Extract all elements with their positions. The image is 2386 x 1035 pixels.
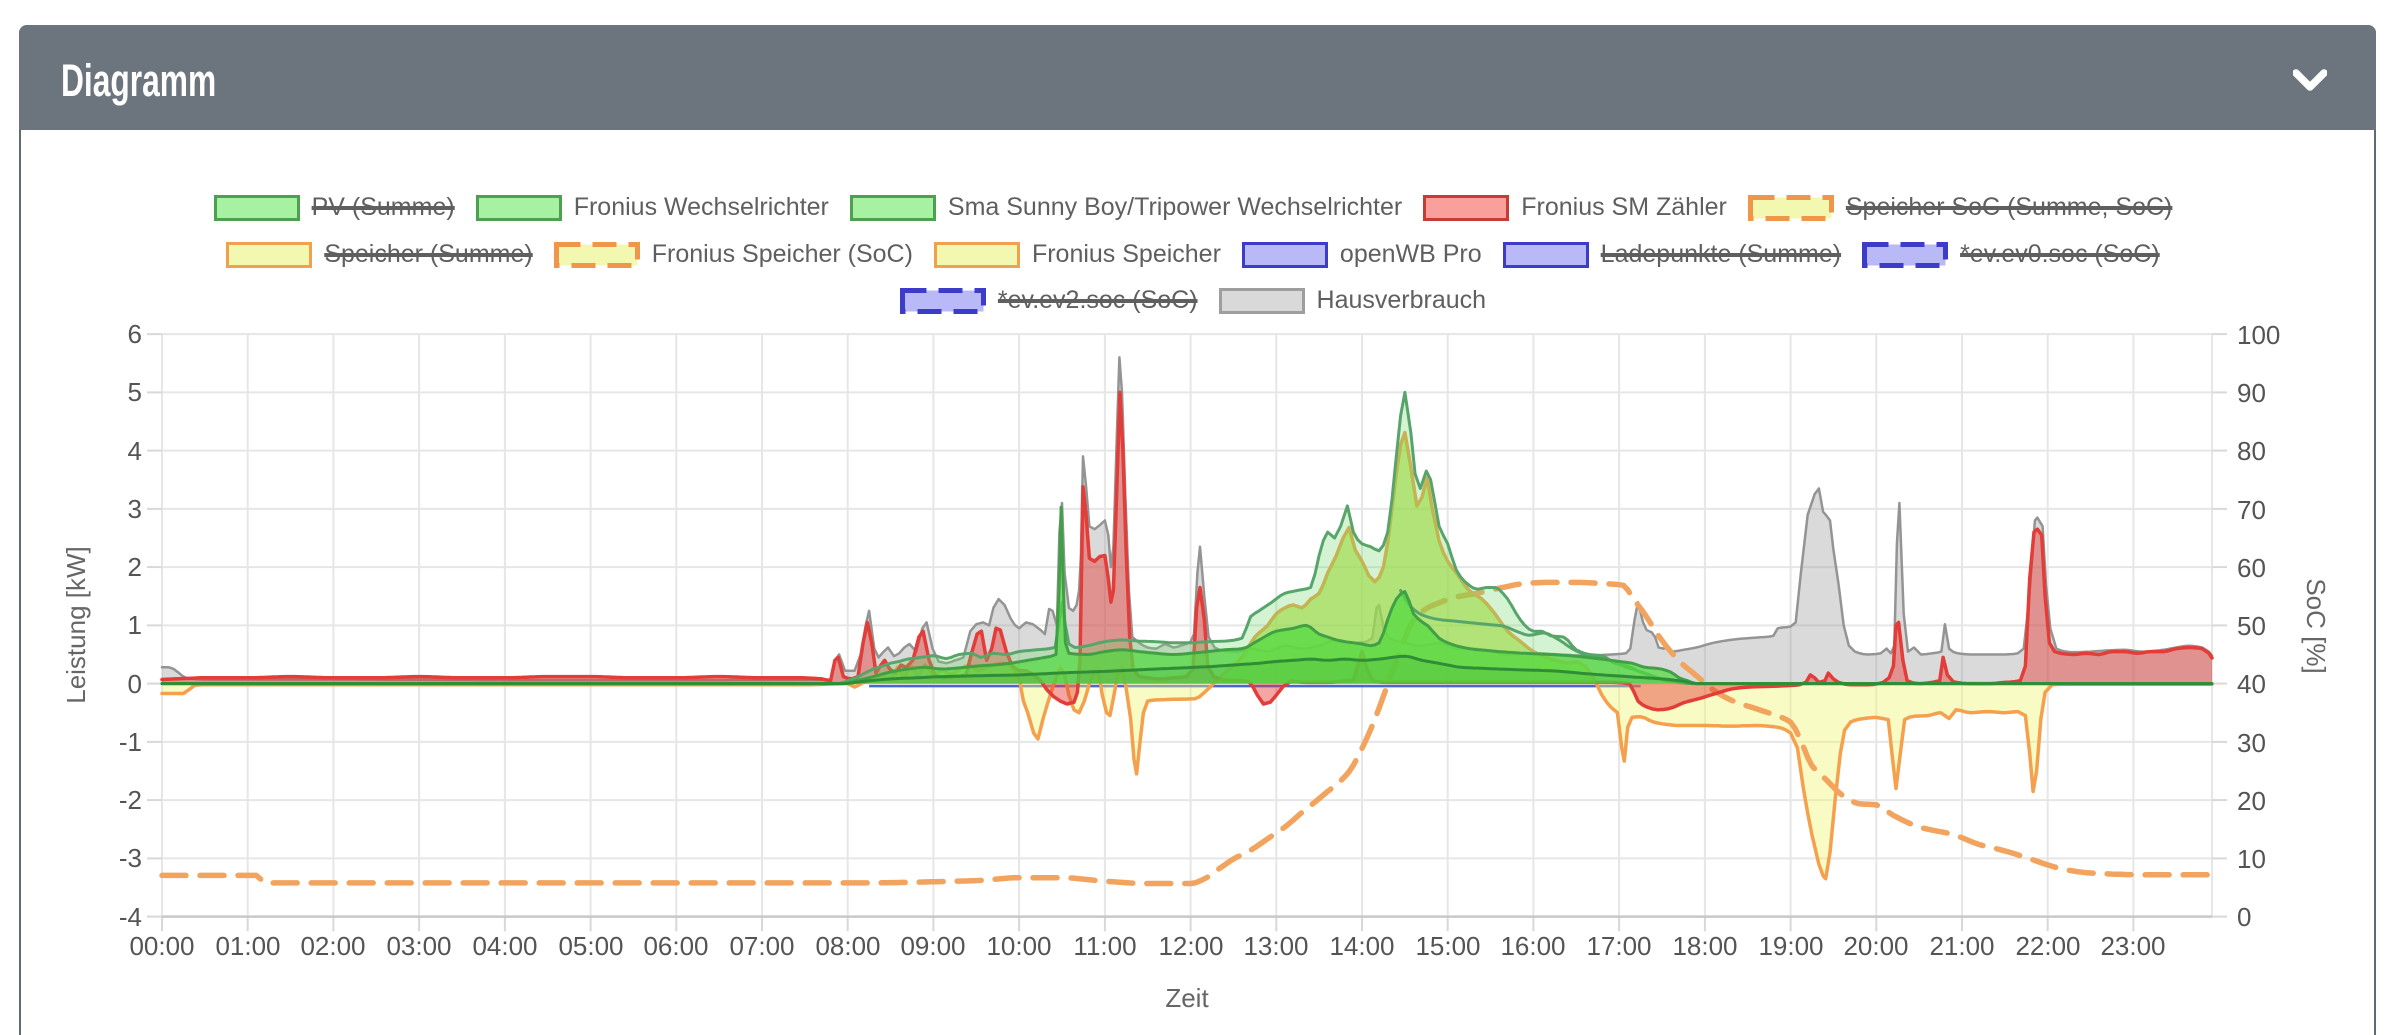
svg-text:09:00: 09:00 bbox=[900, 931, 965, 961]
svg-text:15:00: 15:00 bbox=[1415, 931, 1480, 961]
svg-text:-2: -2 bbox=[119, 785, 142, 815]
svg-text:20:00: 20:00 bbox=[1843, 931, 1908, 961]
svg-text:10:00: 10:00 bbox=[986, 931, 1051, 961]
svg-text:17:00: 17:00 bbox=[1586, 931, 1651, 961]
svg-text:70: 70 bbox=[2237, 495, 2266, 525]
svg-text:100: 100 bbox=[2237, 320, 2280, 350]
svg-text:01:00: 01:00 bbox=[215, 931, 280, 961]
svg-text:02:00: 02:00 bbox=[300, 931, 365, 961]
svg-text:Zeit: Zeit bbox=[1165, 983, 1209, 1013]
svg-text:4: 4 bbox=[128, 436, 142, 466]
svg-text:07:00: 07:00 bbox=[729, 931, 794, 961]
svg-text:23:00: 23:00 bbox=[2100, 931, 2165, 961]
svg-text:21:00: 21:00 bbox=[1929, 931, 1994, 961]
svg-text:18:00: 18:00 bbox=[1672, 931, 1737, 961]
svg-text:16:00: 16:00 bbox=[1500, 931, 1565, 961]
svg-text:13:00: 13:00 bbox=[1243, 931, 1308, 961]
svg-text:10: 10 bbox=[2237, 844, 2266, 874]
svg-text:22:00: 22:00 bbox=[2015, 931, 2080, 961]
svg-text:12:00: 12:00 bbox=[1158, 931, 1223, 961]
svg-text:20: 20 bbox=[2237, 786, 2266, 816]
svg-text:0: 0 bbox=[128, 669, 142, 699]
svg-text:-3: -3 bbox=[119, 843, 142, 873]
svg-text:11:00: 11:00 bbox=[1073, 931, 1136, 961]
svg-text:00:00: 00:00 bbox=[129, 931, 194, 961]
svg-text:Leistung [kW]: Leistung [kW] bbox=[61, 546, 91, 704]
svg-text:04:00: 04:00 bbox=[472, 931, 537, 961]
svg-text:80: 80 bbox=[2237, 436, 2266, 466]
svg-text:5: 5 bbox=[128, 377, 142, 407]
svg-text:2: 2 bbox=[128, 552, 142, 582]
svg-text:6: 6 bbox=[128, 319, 142, 349]
svg-text:SoC [%]: SoC [%] bbox=[2301, 578, 2331, 673]
svg-text:08:00: 08:00 bbox=[815, 931, 880, 961]
svg-text:40: 40 bbox=[2237, 669, 2266, 699]
svg-text:05:00: 05:00 bbox=[558, 931, 623, 961]
svg-text:90: 90 bbox=[2237, 378, 2266, 408]
svg-text:3: 3 bbox=[128, 494, 142, 524]
svg-text:30: 30 bbox=[2237, 728, 2266, 758]
svg-text:19:00: 19:00 bbox=[1758, 931, 1823, 961]
svg-text:03:00: 03:00 bbox=[386, 931, 451, 961]
svg-text:14:00: 14:00 bbox=[1329, 931, 1394, 961]
svg-text:50: 50 bbox=[2237, 611, 2266, 641]
svg-text:-4: -4 bbox=[119, 902, 142, 932]
svg-text:1: 1 bbox=[128, 610, 142, 640]
svg-text:-1: -1 bbox=[119, 727, 142, 757]
svg-text:06:00: 06:00 bbox=[643, 931, 708, 961]
svg-text:0: 0 bbox=[2237, 902, 2251, 932]
svg-text:60: 60 bbox=[2237, 553, 2266, 583]
